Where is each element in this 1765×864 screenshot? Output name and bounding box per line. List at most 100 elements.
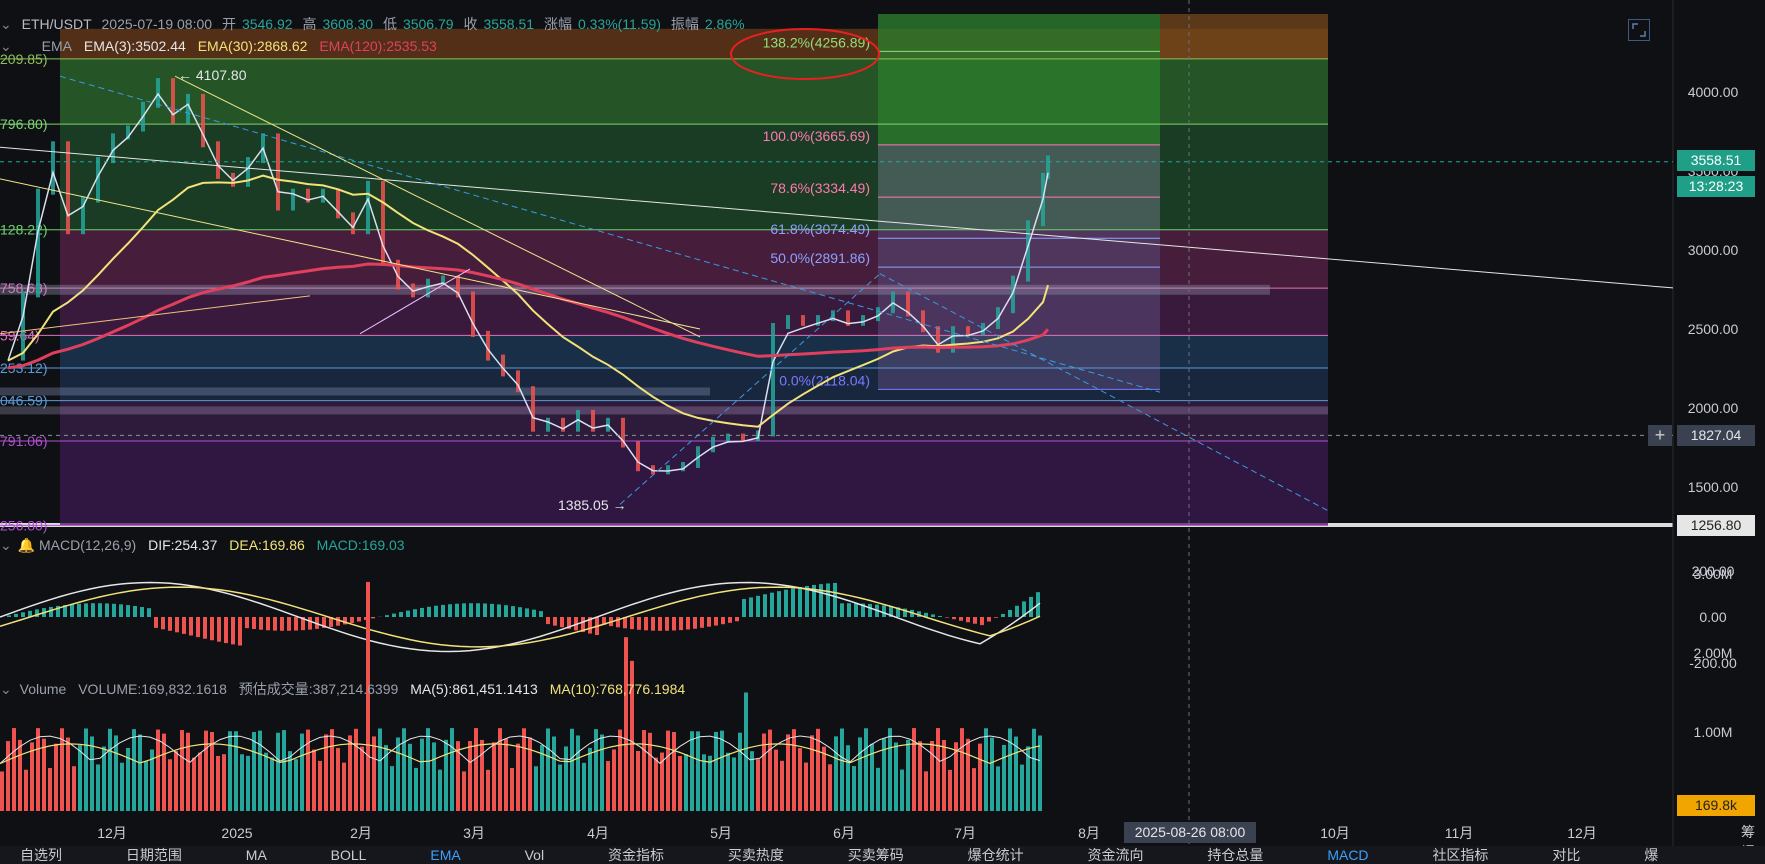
fib-right-label-2: 78.6%(3334.49) [770, 180, 870, 196]
volume-bar-330 [330, 729, 334, 811]
tab-fund-flow[interactable]: 资金流向 [1087, 847, 1144, 863]
fib-right-label-0: 138.2%(4256.89) [763, 34, 870, 50]
macd-hist-987 [987, 617, 991, 622]
macd-hist-1008 [1008, 609, 1012, 617]
close-label: 收 [463, 16, 478, 32]
tab-open-interest[interactable]: 持仓总量 [1207, 847, 1264, 863]
fullscreen-icon[interactable] [1628, 19, 1650, 41]
macd-hist-1015 [1015, 605, 1019, 617]
candle-25 [381, 180, 385, 266]
macd-hist-497 [497, 604, 501, 617]
ema-name[interactable]: EMA [41, 38, 72, 54]
volume-bar-498 [498, 728, 502, 811]
macd-hist-1029 [1029, 596, 1033, 617]
macd-hist-644 [644, 617, 648, 631]
tab-ma[interactable]: MA [245, 847, 267, 863]
volume-bar-678 [678, 756, 682, 811]
macd-hist-518 [518, 607, 522, 617]
macd-hist-7 [7, 615, 11, 617]
chevron-down-icon[interactable]: ⌄ [0, 16, 12, 32]
open-value: 3546.92 [241, 16, 293, 32]
volume-bar-384 [384, 745, 388, 811]
macd-hist-196 [196, 617, 200, 638]
volume-bar-522 [522, 728, 526, 811]
volume-bar-204 [204, 730, 208, 811]
volume-bar-1038 [1038, 735, 1042, 811]
volume-name[interactable]: Volume [19, 681, 67, 697]
volume-bar-714 [714, 731, 718, 811]
macd-hist-854 [854, 603, 858, 617]
volume-bar-96 [96, 764, 100, 811]
tab-vol[interactable]: Vol [524, 847, 545, 863]
macd-hist-287 [287, 617, 291, 631]
volume-bar-588 [588, 747, 592, 811]
macd-hist-399 [399, 612, 403, 617]
time-axis-label-11: 12月 [1567, 825, 1597, 841]
macd-hist-280 [280, 617, 284, 631]
volume-bar-930 [930, 740, 934, 811]
macd-hist-546 [546, 617, 550, 625]
macd-hist-35 [35, 609, 39, 617]
volume-bar-252 [252, 731, 256, 811]
candle-4 [66, 141, 70, 235]
projection-box-orange [1160, 14, 1328, 59]
fib-zone-7 [60, 400, 1328, 442]
macd-hist-686 [686, 617, 690, 630]
volume-axis-label-2: 1.00M [1694, 724, 1733, 740]
candle-42 [636, 441, 640, 472]
tab-trade-heat[interactable]: 买卖热度 [727, 847, 784, 863]
fib-left-label-7: 791.06) [0, 433, 47, 449]
macd-hist-672 [672, 617, 676, 631]
tab-community[interactable]: 社区指标 [1432, 847, 1489, 863]
volume-bar-840 [840, 728, 844, 811]
volume-bar-282 [282, 730, 286, 811]
candle-36 [546, 417, 550, 432]
volume-bar-408 [408, 743, 412, 811]
time-axis-label-5: 5月 [710, 825, 732, 841]
tab-liq[interactable]: 爆 [1644, 847, 1659, 863]
volume-bar-174 [174, 751, 178, 811]
add-alert-icon[interactable]: + [1648, 425, 1672, 446]
bottom-price-tag: 1256.80 [1677, 515, 1755, 536]
chevron-down-icon[interactable]: ⌄ [0, 38, 12, 54]
candle-56 [846, 310, 850, 326]
candle-34 [516, 370, 520, 393]
tab-watchlist[interactable]: 自选列 [20, 847, 62, 863]
macd-hist-259 [259, 617, 263, 630]
bell-icon[interactable]: 🔔 [17, 537, 36, 553]
chevron-down-icon[interactable]: ⌄ [0, 681, 12, 697]
macd-hist-49 [49, 606, 53, 617]
tab-date-range[interactable]: 日期范围 [125, 847, 182, 863]
volume-bar-594 [594, 729, 598, 811]
volume-bar-528 [528, 737, 532, 811]
tab-compare[interactable]: 对比 [1552, 847, 1581, 863]
candle-28 [426, 278, 430, 298]
fib-left-label-8: 256.80) [0, 517, 47, 533]
volume-bar-288 [288, 751, 292, 811]
tab-ema[interactable]: EMA [430, 847, 461, 863]
macd-hist-168 [168, 617, 172, 631]
volume-bar-720 [720, 730, 724, 811]
volume-bar-648 [648, 732, 652, 811]
candle-70 [1046, 155, 1050, 179]
chevron-down-icon[interactable]: ⌄ [0, 537, 12, 553]
estimated-volume: 预估成交量:387,214.6399 [238, 681, 399, 697]
macd-hist-28 [28, 610, 32, 617]
tab-macd[interactable]: MACD [1327, 847, 1369, 863]
tab-fund-index[interactable]: 资金指标 [607, 847, 664, 863]
macd-name[interactable]: MACD(12,26,9) [38, 537, 137, 553]
macd-hist-154 [154, 617, 158, 628]
tab-liquidation[interactable]: 爆仓统计 [967, 847, 1024, 863]
fib-left-label-0: 209.85) [0, 51, 47, 67]
volume-bar-30 [30, 742, 34, 811]
macd-hist-693 [693, 617, 697, 629]
volume-value: VOLUME:169,832.1618 [78, 681, 227, 697]
volume-bar-948 [948, 769, 952, 811]
candle-54 [816, 315, 820, 326]
volume-bar-912 [912, 728, 916, 811]
tab-boll[interactable]: BOLL [330, 847, 367, 863]
tab-order-chips[interactable]: 买卖筹码 [847, 847, 904, 863]
candle-48 [726, 433, 730, 443]
volume-bar-900 [900, 769, 904, 811]
